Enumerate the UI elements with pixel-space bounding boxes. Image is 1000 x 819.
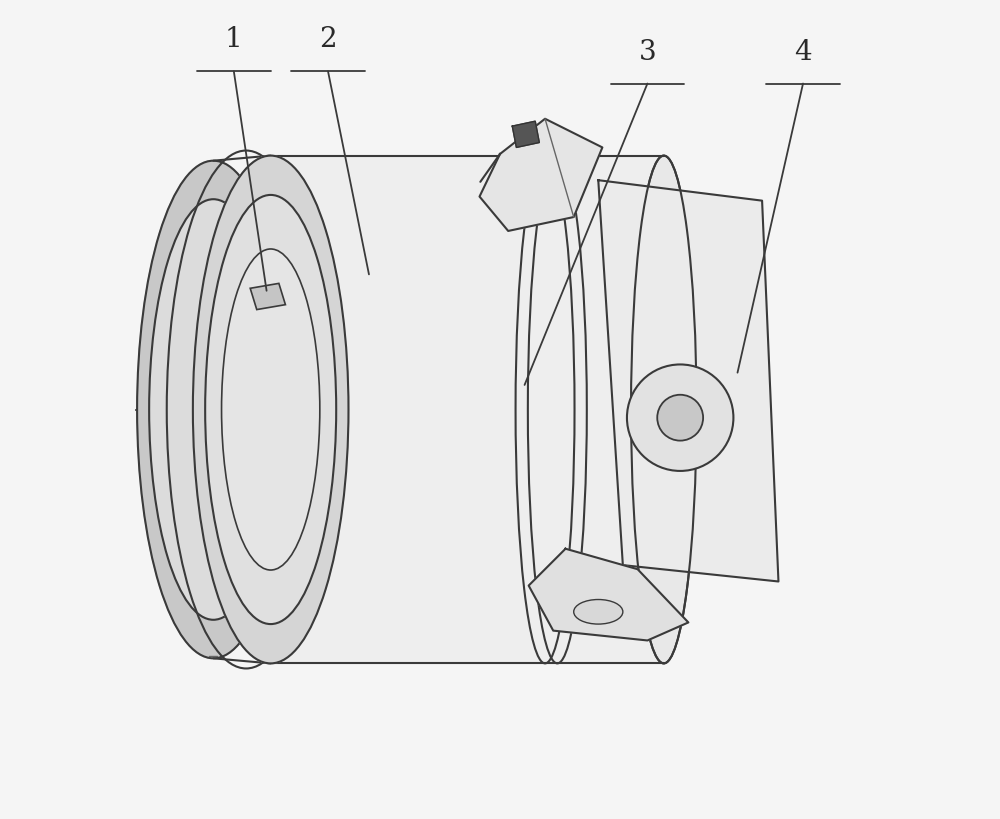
Ellipse shape — [574, 600, 623, 624]
Text: 2: 2 — [319, 26, 337, 53]
Polygon shape — [598, 180, 778, 581]
Ellipse shape — [205, 195, 336, 624]
Ellipse shape — [657, 395, 703, 441]
Ellipse shape — [222, 249, 320, 570]
Text: 4: 4 — [794, 38, 812, 66]
Text: 1: 1 — [225, 26, 243, 53]
Polygon shape — [250, 283, 285, 310]
Ellipse shape — [627, 364, 733, 471]
Polygon shape — [480, 119, 602, 231]
Polygon shape — [205, 195, 336, 624]
Polygon shape — [193, 156, 348, 663]
Polygon shape — [193, 156, 348, 663]
Polygon shape — [137, 161, 290, 658]
Polygon shape — [137, 161, 290, 658]
Polygon shape — [271, 156, 664, 663]
Text: 3: 3 — [639, 38, 656, 66]
Polygon shape — [512, 121, 539, 147]
Polygon shape — [631, 156, 697, 663]
Polygon shape — [529, 549, 688, 640]
Ellipse shape — [631, 156, 697, 663]
